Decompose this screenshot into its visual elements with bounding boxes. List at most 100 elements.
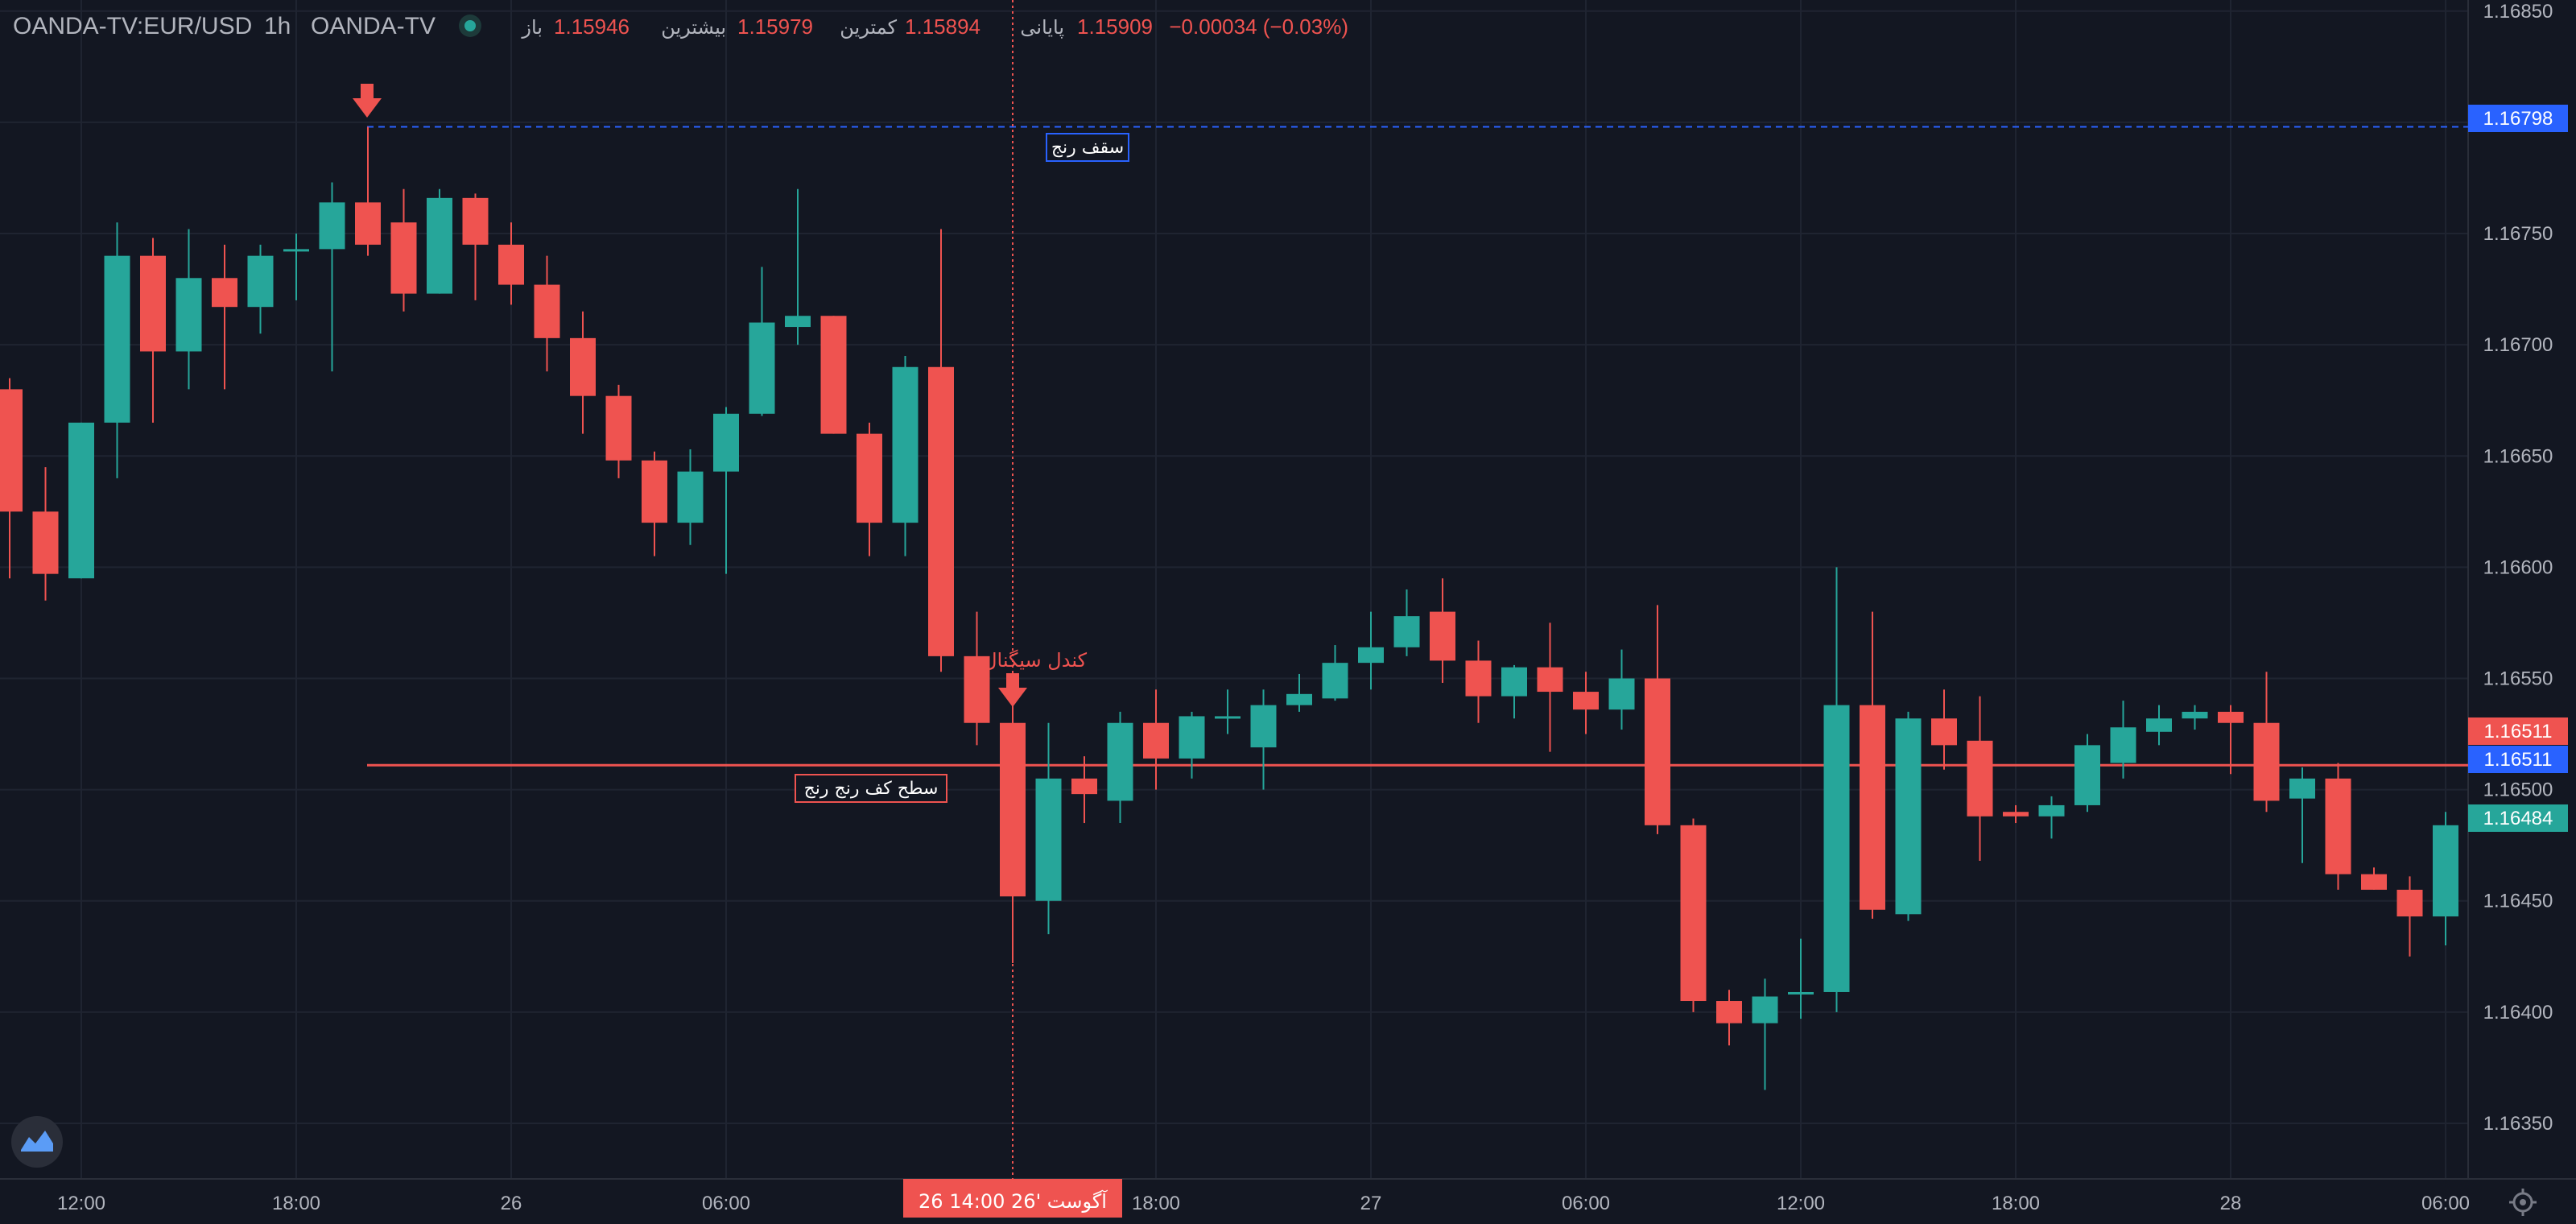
time-tick-label: 12:00 — [1777, 1193, 1825, 1214]
crosshair-time-text: 26 آگوست '26 14:00 — [919, 1189, 1108, 1213]
candle — [1573, 672, 1599, 734]
candle — [212, 244, 237, 390]
close-value: 1.15909 — [1077, 14, 1153, 39]
candle — [1645, 605, 1670, 834]
support-price-label: 1.16511 — [2468, 746, 2568, 773]
range-top-label[interactable]: سقف رنج — [1046, 133, 1129, 162]
time-tick-label: 18:00 — [1132, 1193, 1180, 1214]
candle-body — [1501, 667, 1527, 697]
down-arrow-icon[interactable] — [353, 84, 382, 118]
candle-body — [1895, 718, 1922, 915]
candle — [462, 193, 489, 300]
candle-body — [1465, 660, 1492, 697]
current-price-text: 1.16484 — [2483, 808, 2553, 829]
candle — [2074, 734, 2100, 813]
candle-body — [1250, 705, 1277, 748]
candle — [1179, 711, 1205, 779]
candle-body — [1823, 705, 1850, 992]
candle — [1107, 711, 1133, 824]
candle-body — [534, 284, 560, 338]
candle-body — [1573, 692, 1599, 710]
change-value: −0.00034 (−0.03%) — [1169, 14, 1348, 39]
time-tick-label: 18:00 — [272, 1193, 320, 1214]
candle-body — [1967, 740, 1993, 817]
candle-body — [1716, 1001, 1742, 1023]
candle-body — [928, 366, 954, 656]
candle — [1788, 938, 1814, 1019]
candle-body — [1537, 667, 1563, 693]
candle-body — [498, 244, 524, 285]
candle — [1967, 696, 1993, 861]
last-price-label: 1.16511 — [2468, 717, 2568, 745]
last-price-text: 1.16511 — [2484, 721, 2553, 742]
candle — [247, 244, 274, 334]
header-legend[interactable]: OANDA-TV:EUR/USD 1h OANDA-TV −0.00034 (−… — [13, 13, 1348, 39]
signal-arrow-icon[interactable] — [998, 673, 1027, 707]
horizontal-lines[interactable] — [367, 126, 2468, 767]
candle-body — [2110, 727, 2136, 763]
candle — [1286, 673, 1312, 712]
candle — [820, 316, 847, 434]
candle — [1931, 689, 1957, 770]
candle-body — [2146, 718, 2172, 732]
candle — [2396, 876, 2423, 957]
candle — [1143, 689, 1169, 790]
interval-label[interactable]: 1h — [264, 13, 291, 39]
range-bottom-text: سطح کف رنج رنج — [804, 779, 939, 799]
candle — [1752, 978, 1778, 1090]
current-price-label: 1.16484 — [2468, 804, 2568, 832]
candle — [1215, 689, 1241, 734]
time-scale-background[interactable] — [0, 1179, 2576, 1224]
high-value: 1.15979 — [737, 14, 813, 39]
signal-candle-label[interactable]: کندل سیگنال — [983, 649, 1088, 672]
candle — [1895, 711, 1922, 921]
time-tick-label: 12:00 — [57, 1193, 105, 1214]
symbol-title[interactable]: OANDA-TV:EUR/USD — [13, 13, 252, 39]
candle-body — [1393, 616, 1420, 647]
price-tick-label: 1.16550 — [2483, 668, 2553, 689]
candle-body — [1286, 693, 1312, 705]
candle-body — [2253, 722, 2280, 801]
candle-body — [1035, 778, 1062, 901]
price-tick-label: 1.16400 — [2483, 1002, 2553, 1023]
price-scale-background[interactable] — [2468, 0, 2576, 1179]
range-bottom-label[interactable]: سطح کف رنج رنج — [795, 774, 947, 803]
candle — [534, 255, 560, 372]
time-tick-label: 26 — [501, 1193, 522, 1214]
price-tick-label: 1.16750 — [2483, 223, 2553, 245]
candle-body — [2396, 889, 2423, 917]
candle — [2361, 867, 2387, 890]
candle — [570, 311, 596, 434]
candle — [498, 222, 524, 305]
candle-body — [247, 255, 274, 308]
candle — [2218, 705, 2244, 775]
resistance-price-text: 1.16798 — [2483, 108, 2553, 130]
candle-body — [1358, 647, 1384, 664]
candle — [2146, 705, 2172, 746]
time-tick-label: 06:00 — [2421, 1193, 2470, 1214]
candle-body — [68, 422, 94, 579]
candle-body — [2218, 711, 2244, 723]
candle — [642, 451, 667, 556]
tradingview-logo-icon[interactable] — [11, 1116, 63, 1168]
candles — [0, 126, 2458, 1090]
candle-body — [1645, 678, 1670, 825]
candle — [68, 422, 94, 579]
candle — [2289, 767, 2315, 863]
price-tick-label: 1.16600 — [2483, 556, 2553, 578]
candle-body — [32, 511, 59, 574]
candle — [1501, 664, 1527, 719]
time-scale-ticks: 12:00 18:00 26 06:00 18:00 27 06:00 12:00 18:00 2… — [57, 1193, 2470, 1214]
candle-body — [1071, 778, 1097, 795]
candle — [355, 126, 381, 256]
candle-body — [2038, 804, 2065, 817]
candle — [1860, 611, 1885, 919]
candle-body — [2433, 825, 2458, 917]
candle-body — [212, 278, 237, 308]
candle-body — [749, 322, 775, 414]
support-price-text: 1.16511 — [2484, 749, 2553, 771]
candle — [104, 222, 130, 478]
gear-icon[interactable] — [2509, 1189, 2537, 1216]
